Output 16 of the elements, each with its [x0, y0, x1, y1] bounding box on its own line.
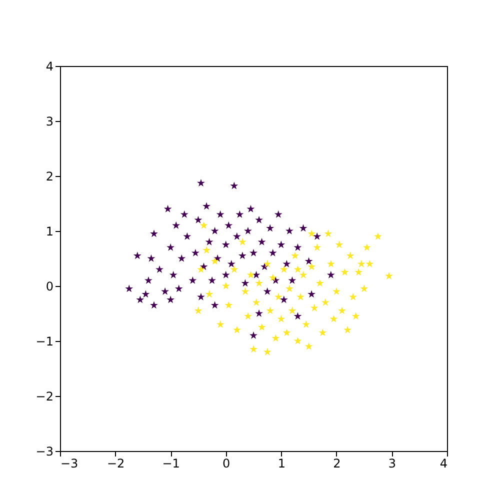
x-tick-label: 3 [388, 456, 396, 470]
y-tick-label: −2 [36, 390, 54, 404]
y-tick-label: −3 [36, 444, 54, 458]
y-tick-label: 2 [46, 170, 54, 184]
x-tick-label: 1 [278, 456, 286, 470]
x-tick-label: 2 [333, 456, 341, 470]
y-tick-label: −1 [36, 334, 54, 348]
x-tick-label: −3 [60, 456, 78, 470]
y-tick-label: 1 [46, 224, 54, 238]
y-tick-label: 4 [46, 60, 54, 74]
y-tick-label: 3 [46, 114, 54, 128]
x-tick-label: 4 [440, 456, 448, 470]
x-tick-label: 0 [222, 456, 230, 470]
x-tick-label: −1 [162, 456, 180, 470]
y-tick-label: 0 [46, 280, 54, 294]
x-tick-label: −2 [106, 456, 125, 470]
